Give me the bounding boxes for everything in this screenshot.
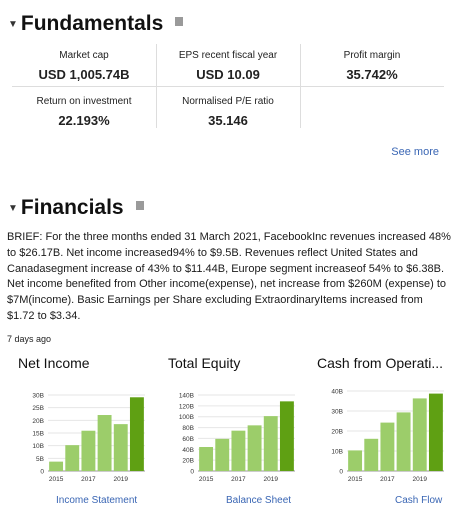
metric-label: Profit margin — [343, 50, 401, 61]
metric-value: 22.193% — [58, 113, 110, 128]
bar — [380, 422, 395, 471]
y-tick-label: 100B — [179, 414, 194, 421]
bar — [129, 397, 144, 471]
metric-eps: EPS recent fiscal year USD 10.09 — [156, 42, 300, 86]
metric-market-cap: Market cap USD 1,005.74B — [12, 42, 156, 86]
chart-card-net-income[interactable]: Net Income 0 5B 10B 15B 20B 25B 30B 2015 2017 201… — [18, 355, 153, 506]
collapse-caret-icon[interactable]: ▼ — [8, 202, 18, 214]
metric-label: Market cap — [59, 50, 109, 61]
bar — [396, 412, 411, 471]
metric-value: 35.146 — [208, 113, 248, 128]
total-equity-chart: 0 20B 40B 60B 80B 100B 120B 140B 2015 2017 2019 — [179, 393, 295, 483]
bar — [348, 450, 363, 471]
financials-header[interactable]: ▼ Financials — [8, 196, 144, 220]
net-income-chart: 0 5B 10B 15B 20B 25B 30B 2015 2017 2019 — [32, 393, 145, 483]
brief-timestamp: 7 days ago — [7, 334, 52, 344]
y-tick-label: 0 — [40, 469, 44, 476]
financials-brief: BRIEF: For the three months ended 31 Mar… — [7, 231, 451, 322]
y-tick-label: 80B — [182, 425, 194, 432]
chart-card-total-equity[interactable]: Total Equity 0 20B 40B 60B 80B 100B 120B 140B 20… — [168, 355, 303, 506]
metric-label: EPS recent fiscal year — [178, 50, 278, 61]
chart-title: Cash from Operati... — [317, 355, 444, 371]
collapse-caret-icon[interactable]: ▼ — [8, 18, 18, 30]
bar — [49, 461, 64, 471]
metric-pe-ratio: Normalised P/E ratio 35.146 — [156, 88, 300, 132]
bar — [199, 447, 214, 471]
metric-profit-margin: Profit margin 35.742% — [300, 42, 444, 86]
bar — [231, 430, 246, 471]
bar — [81, 430, 96, 471]
info-icon[interactable] — [135, 200, 144, 210]
y-tick-label: 140B — [179, 393, 194, 400]
y-tick-label: 5B — [36, 456, 44, 463]
bar — [279, 401, 294, 471]
bar — [97, 415, 112, 471]
metric-value: USD 10.09 — [196, 67, 260, 82]
metric-label: Return on investment — [36, 96, 132, 107]
chart-title: Net Income — [18, 355, 90, 371]
chart-title: Total Equity — [168, 355, 241, 371]
y-tick-label: 40B — [182, 447, 194, 454]
y-tick-label: 30B — [32, 393, 44, 400]
fundamentals-title: Fundamentals — [20, 12, 164, 35]
grid-divider — [12, 86, 444, 87]
y-tick-label: 10B — [32, 443, 44, 450]
income-statement-link[interactable]: Income Statement — [56, 495, 138, 506]
x-tick-label: 2017 — [81, 476, 96, 483]
bar — [247, 425, 262, 471]
y-tick-label: 20B — [32, 418, 44, 425]
x-tick-label: 2019 — [413, 476, 428, 483]
x-tick-label: 2019 — [114, 476, 129, 483]
info-icon[interactable] — [175, 16, 184, 26]
bar — [263, 416, 278, 471]
y-tick-label: 10B — [331, 449, 343, 456]
y-tick-label: 0 — [190, 469, 194, 476]
y-tick-label: 40B — [331, 389, 343, 396]
bar — [65, 445, 80, 471]
chart-card-cash-from-operations[interactable]: Cash from Operati... 0 10B 20B 30B 40B 2015 20… — [317, 355, 452, 506]
balance-sheet-link[interactable]: Balance Sheet — [226, 495, 292, 506]
metric-value: 35.742% — [346, 67, 398, 82]
bar — [113, 424, 128, 471]
y-tick-label: 120B — [179, 403, 194, 410]
metric-value: USD 1,005.74B — [38, 67, 130, 82]
y-tick-label: 30B — [331, 409, 343, 416]
see-more-link[interactable]: See more — [391, 146, 439, 158]
metric-roi: Return on investment 22.193% — [12, 88, 156, 132]
x-tick-label: 2019 — [264, 476, 279, 483]
y-tick-label: 15B — [32, 431, 44, 438]
cash-from-operations-chart: 0 10B 20B 30B 40B 2015 2017 2019 — [331, 389, 444, 483]
bar — [428, 393, 443, 471]
x-tick-label: 2015 — [49, 476, 64, 483]
fundamentals-header[interactable]: ▼ Fundamentals — [8, 12, 184, 36]
x-tick-label: 2017 — [380, 476, 395, 483]
x-tick-label: 2015 — [199, 476, 214, 483]
bar — [412, 398, 427, 471]
y-tick-label: 20B — [182, 458, 194, 465]
x-tick-label: 2017 — [231, 476, 246, 483]
y-tick-label: 20B — [331, 429, 343, 436]
cash-flow-link[interactable]: Cash Flow — [395, 495, 443, 506]
bar — [215, 438, 230, 471]
metric-label: Normalised P/E ratio — [182, 96, 274, 107]
y-tick-label: 0 — [339, 469, 343, 476]
x-tick-label: 2015 — [348, 476, 363, 483]
y-tick-label: 25B — [32, 405, 44, 412]
financials-title: Financials — [20, 196, 124, 219]
bar — [364, 438, 379, 471]
y-tick-label: 60B — [182, 436, 194, 443]
